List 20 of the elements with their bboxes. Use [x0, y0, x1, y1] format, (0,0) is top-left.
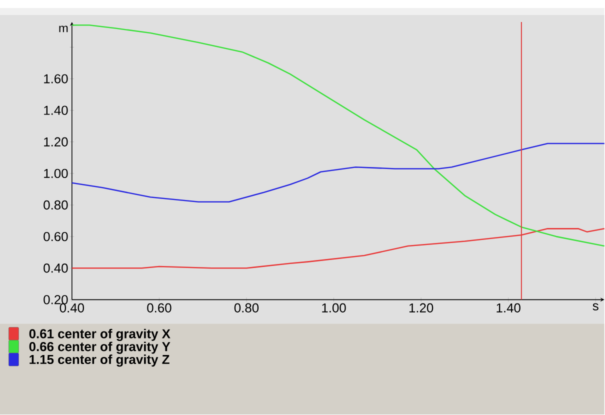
x-tick-label: s	[592, 304, 598, 311]
x-tick-label: 0.80	[234, 304, 259, 313]
x-tick-label: 1.00	[322, 304, 346, 313]
x-tick-label: 1.20	[409, 304, 434, 313]
y-tick-label: 1.00	[44, 169, 68, 178]
line-series	[71, 143, 605, 203]
y-tick-label: 0.20	[44, 295, 68, 304]
y-axis-title: m	[59, 26, 68, 32]
y-tick-label: 0.80	[44, 200, 68, 210]
x-tick-label: 0.60	[147, 304, 172, 313]
y-tick-label: 1.40	[44, 106, 68, 116]
y-tick-label: 1.60	[44, 74, 68, 84]
x-tick-label: 1.40	[496, 304, 520, 313]
legend-label: 1.15 center of gravity Z	[30, 354, 170, 367]
legend-label: 0.66 center of gravity Y	[29, 342, 170, 354]
legend-label: 0.61 center of gravity X	[29, 329, 170, 342]
y-tick-label: 0.60	[44, 232, 68, 242]
y-tick-label: 1.20	[44, 138, 68, 147]
y-tick-label: 0.40	[44, 264, 68, 273]
x-tick-label: 0.40	[60, 304, 84, 313]
